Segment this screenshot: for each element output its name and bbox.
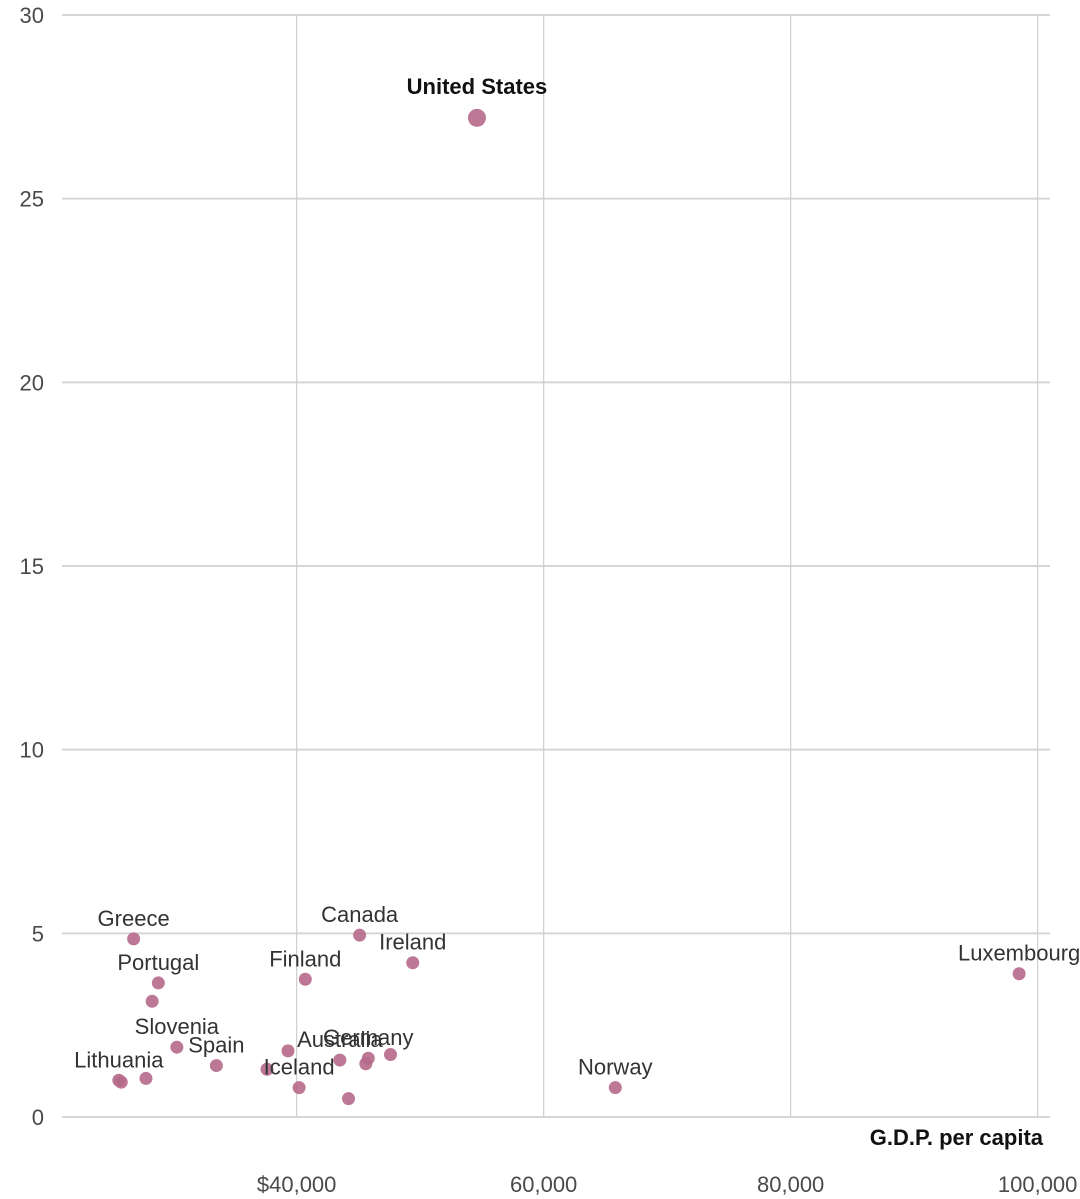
point-label: Spain — [188, 1033, 244, 1058]
data-point — [333, 1053, 347, 1067]
data-point — [384, 1048, 398, 1062]
data-point — [127, 932, 141, 946]
point-label: Luxembourg — [958, 941, 1080, 966]
y-tick-label: 30 — [20, 3, 44, 28]
data-point — [608, 1081, 622, 1095]
point-label: Greece — [98, 906, 170, 931]
data-points — [112, 108, 1026, 1106]
point-label: Finland — [269, 946, 341, 971]
data-point — [298, 972, 312, 986]
x-tick-label: $40,000 — [257, 1172, 337, 1197]
data-point — [292, 1081, 306, 1095]
point-label: Canada — [321, 902, 399, 927]
point-label: Slovenia — [135, 1014, 220, 1039]
point-label: Norway — [578, 1055, 653, 1080]
data-point — [260, 1062, 274, 1076]
x-tick-label: 100,000 — [998, 1172, 1078, 1197]
y-tick-label: 20 — [20, 370, 44, 395]
point-label: Lithuania — [74, 1047, 164, 1072]
y-tick-label: 0 — [32, 1105, 44, 1130]
y-tick-label: 10 — [20, 738, 44, 763]
point-label: Ireland — [379, 930, 446, 955]
data-point — [209, 1059, 223, 1073]
data-point — [359, 1057, 373, 1071]
point-labels: United States Luxembourg Norway Canada Irela… — [74, 74, 1080, 1080]
x-axis-title: G.D.P. per capita — [870, 1125, 1044, 1150]
x-tick-label: 80,000 — [757, 1172, 824, 1197]
x-tick-label: 60,000 — [510, 1172, 577, 1197]
y-tick-label: 5 — [32, 921, 44, 946]
gridlines — [62, 14, 1050, 1118]
data-point — [353, 928, 367, 942]
point-label: United States — [407, 74, 548, 99]
data-point — [281, 1044, 295, 1058]
y-tick-label: 15 — [20, 554, 44, 579]
axis-ticks: 0 5 10 15 20 25 30 $40,000 60,000 80,000 100,000 — [20, 3, 1078, 1197]
data-point — [342, 1092, 356, 1106]
data-point — [467, 108, 486, 127]
point-label: Germany — [323, 1025, 413, 1050]
data-point — [170, 1040, 184, 1054]
data-point — [139, 1071, 153, 1085]
point-label: Iceland — [264, 1055, 335, 1080]
data-point — [406, 956, 420, 970]
axis-title-backdrop — [818, 1118, 1058, 1156]
y-tick-label: 25 — [20, 187, 44, 212]
data-point — [114, 1075, 128, 1089]
data-point — [151, 976, 165, 990]
point-label: Portugal — [117, 950, 199, 975]
data-point — [1012, 967, 1026, 981]
point-label: Australia — [297, 1027, 383, 1052]
data-point — [145, 994, 159, 1008]
